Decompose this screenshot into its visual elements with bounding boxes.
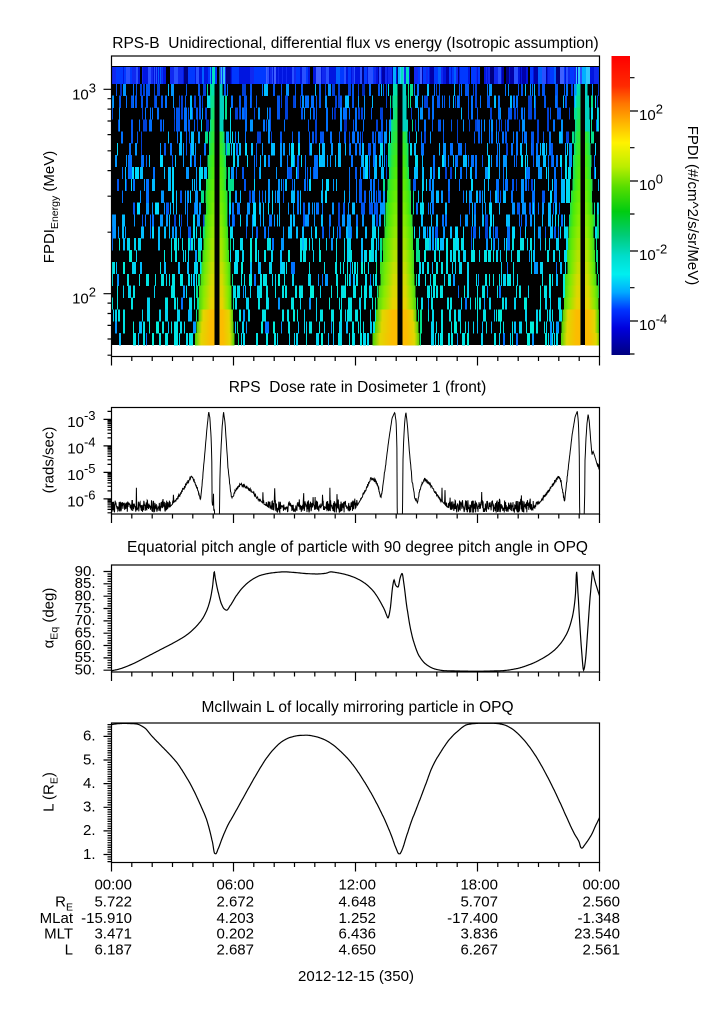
svg-text:2.672: 2.672 bbox=[216, 893, 254, 910]
svg-text:2012-12-15 (350): 2012-12-15 (350) bbox=[298, 968, 414, 985]
svg-text:L: L bbox=[65, 941, 73, 958]
svg-text:2.560: 2.560 bbox=[582, 893, 620, 910]
svg-text:00:00: 00:00 bbox=[94, 877, 132, 894]
svg-text:FPDIEnergy (MeV): FPDIEnergy (MeV) bbox=[41, 151, 61, 263]
svg-text:1.252: 1.252 bbox=[338, 910, 376, 927]
svg-text:90.: 90. bbox=[75, 563, 96, 580]
svg-text:75.: 75. bbox=[75, 600, 96, 617]
svg-text:2.: 2. bbox=[83, 822, 96, 839]
svg-text:6.: 6. bbox=[83, 728, 96, 745]
svg-text:55.: 55. bbox=[75, 649, 96, 666]
svg-text:60.: 60. bbox=[75, 637, 96, 654]
svg-text:RPS Dose rate in Dosimeter 1: RPS Dose rate in Dosimeter 1 (front) bbox=[229, 379, 487, 396]
svg-text:(rads/sec): (rads/sec) bbox=[41, 427, 58, 494]
svg-text:85.: 85. bbox=[75, 575, 96, 592]
svg-text:6.267: 6.267 bbox=[460, 941, 498, 958]
svg-text:5.: 5. bbox=[83, 751, 96, 768]
svg-text:0.202: 0.202 bbox=[216, 925, 254, 942]
svg-text:MLat: MLat bbox=[40, 910, 74, 927]
svg-text:6.187: 6.187 bbox=[94, 941, 132, 958]
svg-text:06:00: 06:00 bbox=[216, 877, 254, 894]
svg-text:4.: 4. bbox=[83, 775, 96, 792]
svg-text:MLT: MLT bbox=[44, 925, 73, 942]
svg-text:65.: 65. bbox=[75, 625, 96, 642]
svg-text:-1.348: -1.348 bbox=[577, 910, 620, 927]
svg-text:2.561: 2.561 bbox=[582, 941, 620, 958]
svg-text:23.540: 23.540 bbox=[574, 925, 620, 942]
svg-text:6.436: 6.436 bbox=[338, 925, 376, 942]
svg-text:80.: 80. bbox=[75, 588, 96, 605]
svg-text:McIlwain L of locally mirrorin: McIlwain L of locally mirroring particle… bbox=[201, 699, 513, 716]
svg-text:FPDI (#/cm^2/s/sr/MeV): FPDI (#/cm^2/s/sr/MeV) bbox=[684, 126, 701, 286]
svg-text:4.648: 4.648 bbox=[338, 893, 376, 910]
svg-text:Equatorial pitch angle of part: Equatorial pitch angle of particle with … bbox=[127, 539, 588, 556]
svg-text:18:00: 18:00 bbox=[460, 877, 498, 894]
svg-text:50.: 50. bbox=[75, 662, 96, 679]
svg-text:70.: 70. bbox=[75, 612, 96, 629]
svg-text:2.687: 2.687 bbox=[216, 941, 254, 958]
svg-text:4.650: 4.650 bbox=[338, 941, 376, 958]
svg-text:4.203: 4.203 bbox=[216, 910, 254, 927]
svg-text:00:00: 00:00 bbox=[582, 877, 620, 894]
svg-text:-15.910: -15.910 bbox=[81, 910, 132, 927]
svg-text:RPS-B Unidirectional, differe: RPS-B Unidirectional, differential flux … bbox=[112, 35, 598, 52]
svg-text:3.836: 3.836 bbox=[460, 925, 498, 942]
svg-text:1.: 1. bbox=[83, 846, 96, 863]
svg-text:12:00: 12:00 bbox=[338, 877, 376, 894]
svg-text:5.722: 5.722 bbox=[94, 893, 132, 910]
svg-text:-17.400: -17.400 bbox=[447, 910, 498, 927]
svg-text:3.471: 3.471 bbox=[94, 925, 132, 942]
svg-text:3.: 3. bbox=[83, 799, 96, 816]
svg-text:5.707: 5.707 bbox=[460, 893, 498, 910]
